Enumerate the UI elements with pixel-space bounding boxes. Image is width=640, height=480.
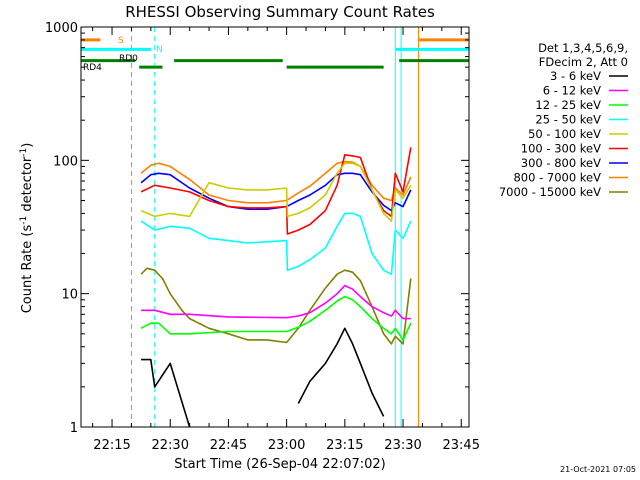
x-tick-label: 23:15 bbox=[326, 438, 363, 453]
x-tick-label: 22:15 bbox=[93, 438, 130, 453]
y-tick-label: 10 bbox=[61, 288, 78, 303]
legend-label: 3 - 6 keV bbox=[550, 69, 601, 83]
x-tick-label: 23:30 bbox=[384, 438, 421, 453]
x-tick-label: 22:45 bbox=[210, 438, 247, 453]
series-line-7000-15000-kev bbox=[140, 267, 412, 345]
series-line-6-12-kev bbox=[141, 284, 411, 320]
legend-label: 25 - 50 keV bbox=[535, 113, 601, 127]
legend-label: 7000 - 15000 keV bbox=[499, 185, 601, 199]
flag-label-saa: S bbox=[118, 36, 124, 46]
flag-label-rd0: RD0 bbox=[119, 54, 138, 64]
legend-header-line-2: FDecim 2, Att 0 bbox=[539, 55, 628, 69]
x-tick-label: 23:00 bbox=[268, 438, 305, 453]
legend-label: 12 - 25 keV bbox=[535, 98, 601, 112]
chart-title: RHESSI Observing Summary Count Rates bbox=[125, 3, 435, 21]
generated-timestamp: 21-Oct-2021 07:05 bbox=[560, 465, 636, 474]
flag-label-night: N bbox=[156, 45, 163, 55]
y-tick-label: 100 bbox=[53, 154, 78, 169]
series-line-50-100-kev bbox=[140, 162, 412, 222]
legend-label: 6 - 12 keV bbox=[543, 84, 601, 98]
plot-frame bbox=[80, 26, 470, 428]
series-line-3-6-kev bbox=[141, 327, 385, 428]
series-line-12-25-kev bbox=[140, 295, 412, 341]
plot-area: S N RD0 RD4 bbox=[81, 27, 470, 428]
legend: Det 1,3,4,5,6,9, FDecim 2, Att 0 3 - 6 k… bbox=[499, 41, 628, 199]
series-line-25-50-kev bbox=[140, 212, 412, 275]
x-tick-label: 22:30 bbox=[152, 438, 189, 453]
series-line-800-7000-kev bbox=[140, 160, 412, 204]
y-tick-label: 1 bbox=[70, 421, 78, 436]
legend-label: 300 - 800 keV bbox=[521, 156, 601, 170]
series-line-300-800-kev bbox=[140, 172, 412, 212]
legend-label: 800 - 7000 keV bbox=[513, 171, 601, 185]
legend-label: 50 - 100 keV bbox=[528, 127, 601, 141]
flag-label-rd4: RD4 bbox=[83, 63, 102, 73]
legend-label: 100 - 300 keV bbox=[521, 142, 601, 156]
y-tick-label: 1000 bbox=[45, 21, 78, 36]
series-line-100-300-kev bbox=[140, 147, 412, 235]
x-tick-label: 23:45 bbox=[443, 438, 480, 453]
x-axis-label: Start Time (26-Sep-04 22:07:02) bbox=[174, 457, 385, 472]
axes: 22:15 22:30 22:45 23:00 23:15 23:30 23:45 1 10 10… bbox=[45, 21, 480, 453]
legend-header-line-1: Det 1,3,4,5,6,9, bbox=[538, 41, 628, 55]
y-axis-label: Count Rate (s-1 detector-1) bbox=[19, 143, 35, 314]
